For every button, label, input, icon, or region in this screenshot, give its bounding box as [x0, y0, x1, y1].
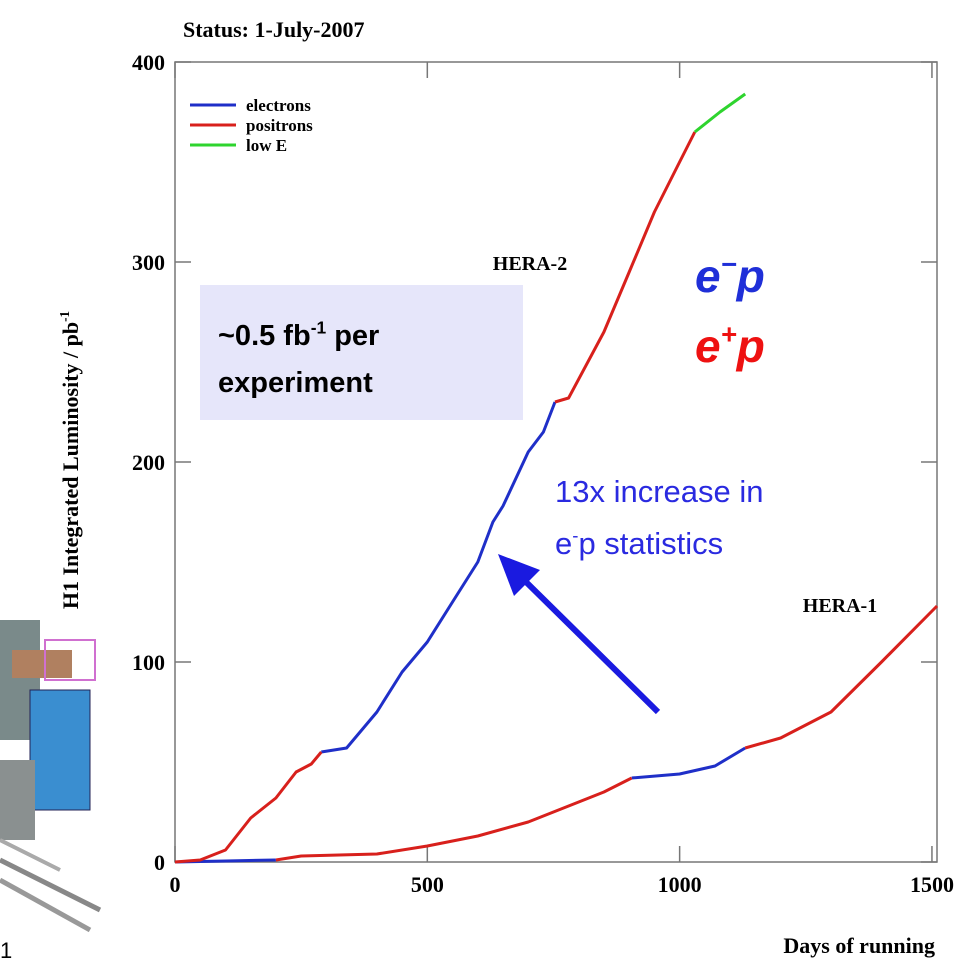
text-part: - — [572, 525, 578, 546]
text-part: experiment — [218, 367, 373, 399]
stats-text: 13x increase in — [555, 474, 764, 509]
y-tick-label: 100 — [132, 650, 165, 675]
curve-label: HERA-2 — [493, 253, 567, 275]
legend-label: electrons — [246, 96, 311, 115]
note-box — [200, 285, 523, 420]
text-part: -1 — [57, 311, 72, 322]
text-part: p — [735, 320, 765, 372]
slide-number: 1 — [0, 938, 12, 960]
series-line — [174, 131, 939, 864]
text-part: per — [326, 320, 379, 352]
note-text: ~0.5 fb-1 per — [218, 317, 379, 352]
text-part: ~0.5 fb — [218, 320, 311, 352]
x-tick-label: 1500 — [910, 872, 954, 897]
y-tick-label: 200 — [132, 450, 165, 475]
series-line — [693, 92, 747, 134]
y-tick-label: 400 — [132, 50, 165, 75]
text-part: H1 Integrated Luminosity / pb — [58, 322, 83, 609]
text-part: p — [735, 250, 765, 302]
x-tick-label: 1000 — [658, 872, 702, 897]
note-text: experiment — [218, 367, 373, 399]
plot-frame — [174, 61, 938, 863]
text-part: p statistics — [578, 526, 723, 561]
series-line — [174, 401, 746, 864]
text-part: + — [721, 319, 737, 350]
chart-title: Status: 1-July-2007 — [183, 17, 365, 42]
beam-label: e+p — [695, 319, 765, 372]
text-part: e — [555, 526, 572, 561]
y-tick-label: 300 — [132, 250, 165, 275]
text-part: e — [695, 250, 721, 302]
x-tick-label: 500 — [411, 872, 444, 897]
curve-label: HERA-1 — [803, 595, 877, 617]
text-part: -1 — [311, 317, 327, 337]
y-axis-label: H1 Integrated Luminosity / pb-1 — [57, 311, 83, 609]
detector-image — [0, 620, 102, 933]
arrow — [498, 554, 661, 715]
text-part: 13x increase in — [555, 474, 764, 509]
x-tick-label: 0 — [170, 872, 181, 897]
y-tick-label: 0 — [154, 850, 165, 875]
x-axis-label: Days of running — [783, 933, 935, 958]
legend-label: low E — [246, 136, 287, 155]
text-part: e — [695, 320, 721, 372]
plot-area: 0 100 200 300 400 0 500 1000 1500 electronspositr… — [132, 50, 954, 897]
legend-label: positrons — [246, 116, 313, 135]
text-part: − — [721, 249, 737, 280]
beam-label: e−p — [695, 249, 765, 302]
stats-text: e-p statistics — [555, 525, 723, 561]
